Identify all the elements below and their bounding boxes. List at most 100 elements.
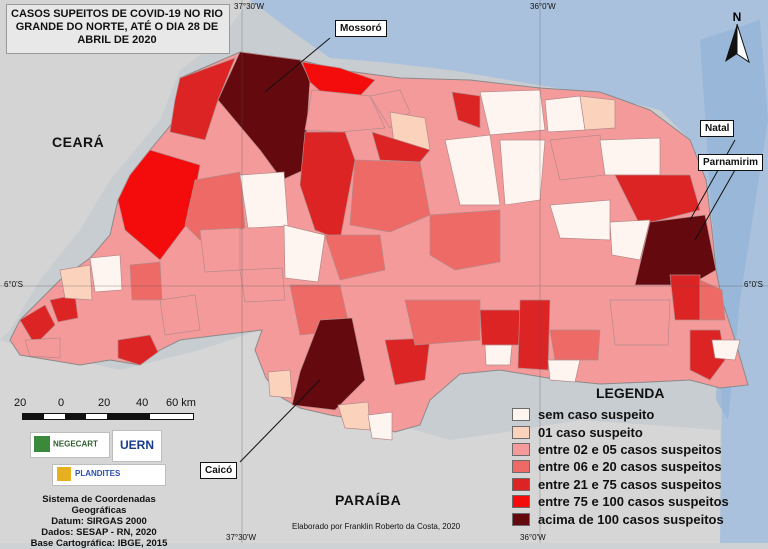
legend-label: entre 21 e 75 casos suspeitos [538, 476, 722, 492]
info-line: Datum: SIRGAS 2000 [51, 516, 147, 527]
callout-leaders [239, 37, 736, 463]
municipality [117, 149, 201, 261]
logo-uern-text: UERN [119, 438, 154, 452]
municipality [614, 174, 701, 226]
municipality [283, 224, 326, 283]
legend-swatch [512, 408, 530, 422]
municipality [669, 274, 701, 321]
municipality [484, 344, 513, 366]
callout-parnamirim: Parnamirim [698, 154, 764, 171]
info-line: Dados: SESAP - RN, 2020 [41, 527, 157, 538]
municipality [544, 95, 586, 133]
municipality [711, 339, 741, 361]
municipality [479, 309, 521, 346]
map-title: CASOS SUPEITOS DE COVID-19 NO RIO GRANDE… [11, 8, 223, 46]
legend-swatch [512, 425, 530, 439]
legend-item: entre 02 e 05 casos suspeitos [512, 441, 729, 458]
municipality [429, 209, 501, 271]
legend-item: entre 21 e 75 casos suspeitos [512, 476, 729, 493]
municipality [117, 334, 159, 366]
state-label-ceara: CEARÁ [52, 134, 105, 150]
legend-swatch [512, 442, 530, 456]
municipality [24, 337, 61, 359]
legend-item: entre 75 e 100 casos suspeitos [512, 493, 729, 510]
legend-label: sem caso suspeito [538, 407, 655, 423]
logo-uern: UERN [112, 430, 162, 462]
graticule-label-left: 6°0'S [4, 280, 23, 289]
scale-label: 20 [98, 397, 111, 409]
municipality [304, 89, 386, 133]
callout-natal: Natal [700, 120, 735, 137]
legend-item: entre 06 e 20 casos suspeitos [512, 458, 729, 475]
legend-item: sem caso suspeito [512, 406, 729, 423]
scale-bar: 20 0 20 40 60 km [14, 397, 204, 423]
municipality-natal-parnamirim [634, 214, 717, 286]
municipality [549, 329, 601, 361]
graticule-label-right: 6°0'S [744, 280, 763, 289]
legend-item: 01 caso suspeito [512, 423, 729, 440]
plandites-icon [57, 467, 71, 481]
municipality [89, 254, 123, 293]
municipality [549, 134, 606, 181]
legend-label: entre 06 e 20 casos suspeitos [538, 459, 722, 475]
graticule-label-top-left: 37°30'W [234, 2, 265, 11]
municipality [267, 369, 293, 399]
logo-plandites-text: PLANDITES [75, 469, 121, 478]
municipality [239, 171, 289, 229]
municipality [239, 267, 286, 303]
scale-label: 0 [58, 397, 65, 409]
municipality [129, 261, 163, 301]
map-info: Sistema de Coordenadas Geográficas Datum… [14, 494, 184, 549]
graticule-label-bottom-left: 37°30'W [226, 533, 257, 542]
municipality [479, 89, 546, 136]
logo-plandites: PLANDITES [52, 464, 166, 486]
legend-swatch [512, 512, 530, 526]
info-line: Sistema de Coordenadas Geográficas [42, 494, 156, 516]
state-label-paraiba: PARAÍBA [335, 492, 402, 508]
legend-label: acima de 100 casos suspeitos [538, 511, 724, 527]
legend-label: entre 75 e 100 casos suspeitos [538, 494, 729, 510]
municipality [499, 139, 546, 206]
municipality [19, 304, 56, 346]
municipality [349, 159, 431, 233]
legend-swatch [512, 460, 530, 474]
municipality [444, 134, 501, 206]
title-box [6, 4, 230, 54]
municipality [404, 299, 481, 346]
municipality [699, 279, 726, 321]
municipality [609, 219, 651, 261]
callout-mossoro: Mossoró [335, 20, 387, 37]
municipality [59, 264, 93, 301]
ceara-region [0, 0, 250, 340]
municipality [199, 227, 241, 273]
graticule-label-top-right: 36°0'W [530, 2, 556, 11]
legend-swatch [512, 477, 530, 491]
municipality [609, 299, 671, 346]
north-label: N [732, 10, 742, 24]
logo-negecart-text: NEGECART [53, 439, 98, 449]
scale-label: 40 [136, 397, 149, 409]
legend: sem caso suspeito 01 caso suspeito entre… [512, 406, 729, 528]
credit: Elaborado por Franklin Roberto da Costa,… [292, 522, 461, 531]
municipality-caico [291, 317, 366, 411]
graticule-label-bottom-right: 36°0'W [520, 533, 546, 542]
callout-caico: Caicó [200, 462, 238, 479]
legend-swatch [512, 495, 530, 509]
municipality [579, 95, 616, 131]
scale-label: 20 [14, 397, 27, 409]
info-line: Base Cartográfica: IBGE, 2015 [30, 538, 168, 549]
legend-label: 01 caso suspeito [538, 424, 643, 440]
municipality [451, 91, 481, 129]
legend-item: acima de 100 casos suspeitos [512, 510, 729, 527]
municipality [324, 234, 386, 281]
municipalities [19, 51, 741, 441]
municipality [337, 401, 371, 431]
legend-label: entre 02 e 05 casos suspeitos [538, 441, 722, 457]
scale-label: 60 km [166, 397, 196, 409]
logo-negecart: NEGECART [30, 432, 110, 458]
municipality [367, 411, 393, 441]
legend-title: LEGENDA [596, 385, 665, 401]
municipality [599, 137, 661, 176]
